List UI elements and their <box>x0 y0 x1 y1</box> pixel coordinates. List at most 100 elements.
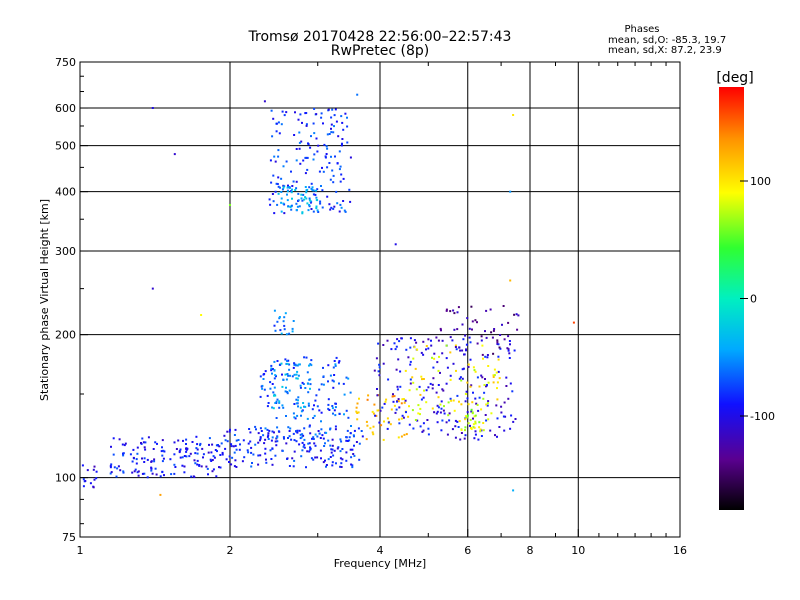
data-point <box>196 452 199 455</box>
data-point <box>307 442 310 445</box>
data-point <box>372 425 375 428</box>
data-point <box>465 348 467 351</box>
data-point <box>393 342 396 345</box>
data-point <box>336 447 339 450</box>
data-point <box>235 466 238 468</box>
data-point <box>487 400 490 403</box>
data-point <box>403 433 406 436</box>
x-tick-label: 2 <box>227 544 234 557</box>
data-point <box>440 407 443 410</box>
data-point <box>150 460 153 463</box>
data-point <box>325 465 327 468</box>
data-point <box>505 385 508 387</box>
data-point <box>316 209 319 212</box>
data-point <box>394 243 397 246</box>
data-point <box>300 193 303 196</box>
data-point <box>335 190 338 193</box>
data-point <box>473 426 476 429</box>
data-point <box>274 374 277 377</box>
data-point <box>330 127 332 130</box>
data-point <box>185 443 187 445</box>
data-point <box>242 439 245 442</box>
data-point <box>296 377 299 380</box>
data-point <box>389 423 392 426</box>
y-tick-label: 500 <box>55 140 76 153</box>
data-point <box>349 200 352 203</box>
data-point <box>439 327 442 330</box>
data-point <box>271 368 274 370</box>
data-point <box>235 439 238 442</box>
data-point <box>449 378 452 381</box>
data-point <box>305 197 308 200</box>
data-point <box>334 364 337 367</box>
data-point <box>319 437 322 439</box>
stats-x: mean, sd,X: 87.2, 23.9 <box>608 45 722 56</box>
data-point <box>271 406 274 409</box>
data-point <box>403 401 406 404</box>
data-point <box>453 409 456 412</box>
data-point <box>271 463 274 466</box>
data-point <box>341 121 344 124</box>
data-point <box>345 459 348 462</box>
data-point <box>290 438 293 441</box>
data-point <box>218 466 220 469</box>
data-point <box>382 344 385 346</box>
data-point <box>435 336 438 339</box>
data-point <box>507 349 510 352</box>
data-point <box>272 200 275 203</box>
data-point <box>230 463 233 466</box>
data-point <box>284 390 287 393</box>
data-point <box>257 454 260 457</box>
data-point <box>302 402 305 404</box>
data-point <box>458 377 461 380</box>
data-point <box>330 116 333 119</box>
data-point <box>346 440 349 442</box>
x-tick-label: 16 <box>673 544 687 557</box>
data-point <box>175 448 178 450</box>
data-point <box>427 338 430 341</box>
data-point <box>464 400 467 403</box>
data-point <box>228 455 231 458</box>
data-point <box>405 433 408 436</box>
data-point <box>305 466 307 469</box>
data-point <box>304 156 307 159</box>
data-point <box>133 470 136 473</box>
data-point <box>430 344 433 347</box>
data-point <box>418 385 421 388</box>
data-point <box>228 430 231 433</box>
data-point <box>366 424 369 427</box>
data-point <box>150 467 153 470</box>
data-point <box>303 427 306 430</box>
data-point <box>146 458 149 461</box>
data-point <box>392 393 394 396</box>
data-point <box>339 180 342 183</box>
data-point <box>317 430 320 432</box>
data-point <box>419 407 422 410</box>
data-point <box>334 425 337 428</box>
data-point <box>400 417 403 420</box>
data-point <box>305 356 308 359</box>
data-point <box>159 493 162 496</box>
data-point <box>383 420 385 423</box>
data-point <box>318 409 321 412</box>
data-point <box>455 369 457 372</box>
data-point <box>206 467 209 470</box>
data-point <box>267 402 270 404</box>
data-point <box>335 120 338 123</box>
data-point <box>375 357 378 360</box>
data-point <box>268 429 271 432</box>
data-point <box>409 382 412 385</box>
data-point <box>460 432 463 434</box>
data-point <box>306 417 309 420</box>
data-point <box>506 347 509 350</box>
data-point <box>270 367 273 370</box>
data-point <box>505 376 508 379</box>
data-point <box>308 186 311 189</box>
data-point <box>153 458 156 461</box>
data-point <box>326 147 329 150</box>
data-point <box>392 400 395 403</box>
data-point <box>398 422 401 425</box>
data-point <box>493 328 496 330</box>
data-point <box>287 374 290 377</box>
data-point <box>136 452 139 455</box>
